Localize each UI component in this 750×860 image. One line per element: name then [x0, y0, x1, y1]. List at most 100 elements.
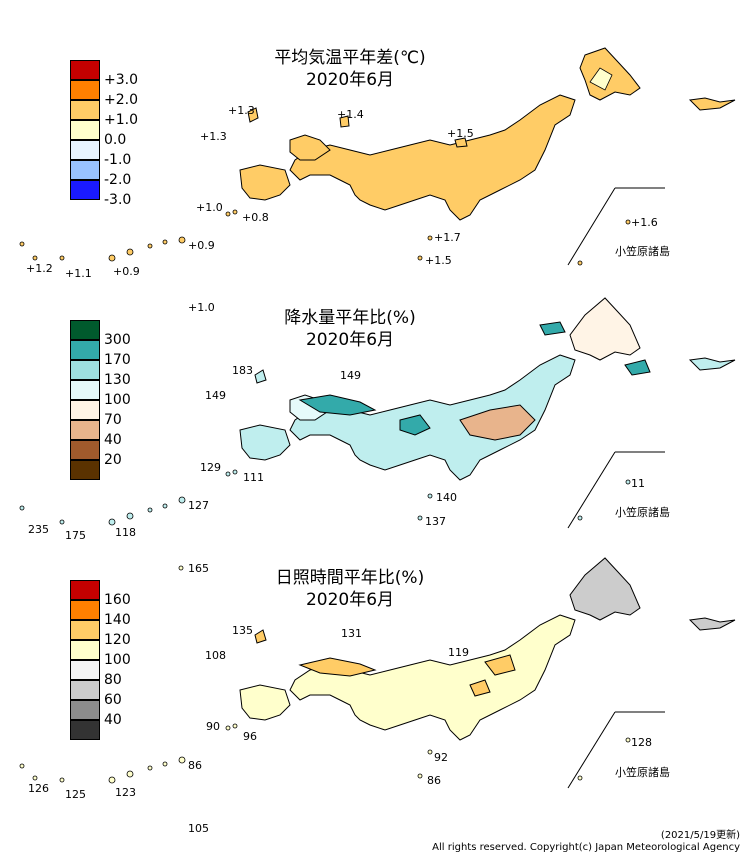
ogasawara-inset [567, 187, 665, 266]
japan-landmass [239, 297, 736, 481]
sunshine-title: 日照時間平年比(%) 2020年6月 [275, 568, 425, 610]
precipitation-title: 降水量平年比(%) 2020年6月 [284, 308, 416, 350]
station-label: +0.9 [188, 239, 215, 252]
legend-label: 160 [104, 592, 131, 608]
island-markers [19, 469, 631, 526]
legend-label: 0.0 [104, 132, 127, 148]
station-label: +0.9 [113, 265, 140, 278]
legend-swatch [70, 680, 100, 700]
legend-label: 40 [104, 712, 122, 728]
station-label: +0.8 [242, 211, 269, 224]
legend-swatch [70, 80, 100, 100]
station-label: +1.6 [631, 216, 658, 229]
legend-swatch [70, 660, 100, 680]
temperature-panel: 平均気温平年差(℃) 2020年6月 +3.0 +2.0 +1.0 0.0 -1… [0, 0, 750, 314]
legend-swatch [70, 400, 100, 420]
legend-swatch [70, 160, 100, 180]
station-label: 183 [232, 364, 253, 377]
legend-label: +2.0 [104, 92, 138, 108]
legend-label: -2.0 [104, 172, 132, 188]
legend-label: 140 [104, 612, 131, 628]
station-label: 86 [188, 759, 202, 772]
legend-swatch [70, 720, 100, 740]
station-label: 149 [205, 389, 226, 402]
station-label: 235 [28, 523, 49, 536]
legend-swatch [70, 440, 100, 460]
station-label: 105 [188, 822, 209, 835]
legend-swatch [70, 460, 100, 480]
station-label: 125 [65, 788, 86, 801]
footer: (2021/5/19更新) All rights reserved. Copyr… [432, 830, 740, 854]
station-label: +1.0 [196, 201, 223, 214]
station-label: 131 [341, 627, 362, 640]
legend-swatch [70, 580, 100, 600]
legend-label: -1.0 [104, 152, 132, 168]
station-label: +1.0 [188, 301, 215, 314]
legend-label: 170 [104, 352, 131, 368]
station-label: 137 [425, 515, 446, 528]
legend-label: 100 [104, 392, 131, 408]
japan-map [19, 557, 736, 789]
station-label: 96 [243, 730, 257, 743]
legend-label: 120 [104, 632, 131, 648]
station-label: 140 [436, 491, 457, 504]
japan-landmass [239, 557, 736, 741]
sunshine-panel: 日照時間平年比(%) 2020年6月 160 140 120 100 80 60… [0, 540, 750, 835]
legend-label: 100 [104, 652, 131, 668]
legend-swatch [70, 600, 100, 620]
legend-label: 300 [104, 332, 131, 348]
legend-label: +3.0 [104, 72, 138, 88]
legend-swatch [70, 320, 100, 340]
station-label: 119 [448, 646, 469, 659]
legend-swatch [70, 340, 100, 360]
station-label: 128 [631, 736, 652, 749]
station-label: +1.3 [228, 104, 255, 117]
station-label: 127 [188, 499, 209, 512]
legend-label: -3.0 [104, 192, 132, 208]
legend-swatch [70, 60, 100, 80]
station-label: 118 [115, 526, 136, 539]
legend-label: 70 [104, 412, 122, 428]
station-label: +1.1 [65, 267, 92, 280]
legend-swatch [70, 140, 100, 160]
temperature-title: 平均気温平年差(℃) 2020年6月 [274, 48, 426, 90]
legend-swatch [70, 120, 100, 140]
station-label: 86 [427, 774, 441, 787]
ogasawara-label: 小笠原諸島 [615, 245, 670, 258]
station-label: 129 [200, 461, 221, 474]
ogasawara-label: 小笠原諸島 [615, 766, 670, 779]
station-label: 90 [206, 720, 220, 733]
legend-label: 20 [104, 452, 122, 468]
station-label: 126 [28, 782, 49, 795]
japan-map [19, 47, 736, 266]
japan-map [19, 297, 736, 529]
station-label: +1.4 [337, 108, 364, 121]
station-label: +1.5 [447, 127, 474, 140]
update-date: (2021/5/19更新) [660, 830, 740, 841]
station-label: 123 [115, 786, 136, 799]
japan-landmass [239, 47, 736, 221]
anomaly-contour [589, 67, 613, 91]
station-label: +1.2 [26, 262, 53, 275]
station-label: +1.5 [425, 254, 452, 267]
station-label: 92 [434, 751, 448, 764]
station-label: 135 [232, 624, 253, 637]
legend-label: 130 [104, 372, 131, 388]
station-label: +1.3 [200, 130, 227, 143]
legend-swatch [70, 620, 100, 640]
station-label: 11 [631, 477, 645, 490]
legend-label: 60 [104, 692, 122, 708]
island-markers [19, 209, 631, 266]
legend-swatch [70, 380, 100, 400]
station-label: +1.7 [434, 231, 461, 244]
legend-swatch [70, 360, 100, 380]
precipitation-panel: 降水量平年比(%) 2020年6月 300 170 130 100 70 40 … [0, 270, 750, 542]
legend-swatch [70, 640, 100, 660]
legend-swatch [70, 700, 100, 720]
station-label: 108 [205, 649, 226, 662]
ogasawara-inset [567, 711, 665, 789]
station-label: 165 [188, 562, 209, 575]
legend-swatch [70, 180, 100, 200]
legend-label: 40 [104, 432, 122, 448]
ogasawara-label: 小笠原諸島 [615, 506, 670, 519]
